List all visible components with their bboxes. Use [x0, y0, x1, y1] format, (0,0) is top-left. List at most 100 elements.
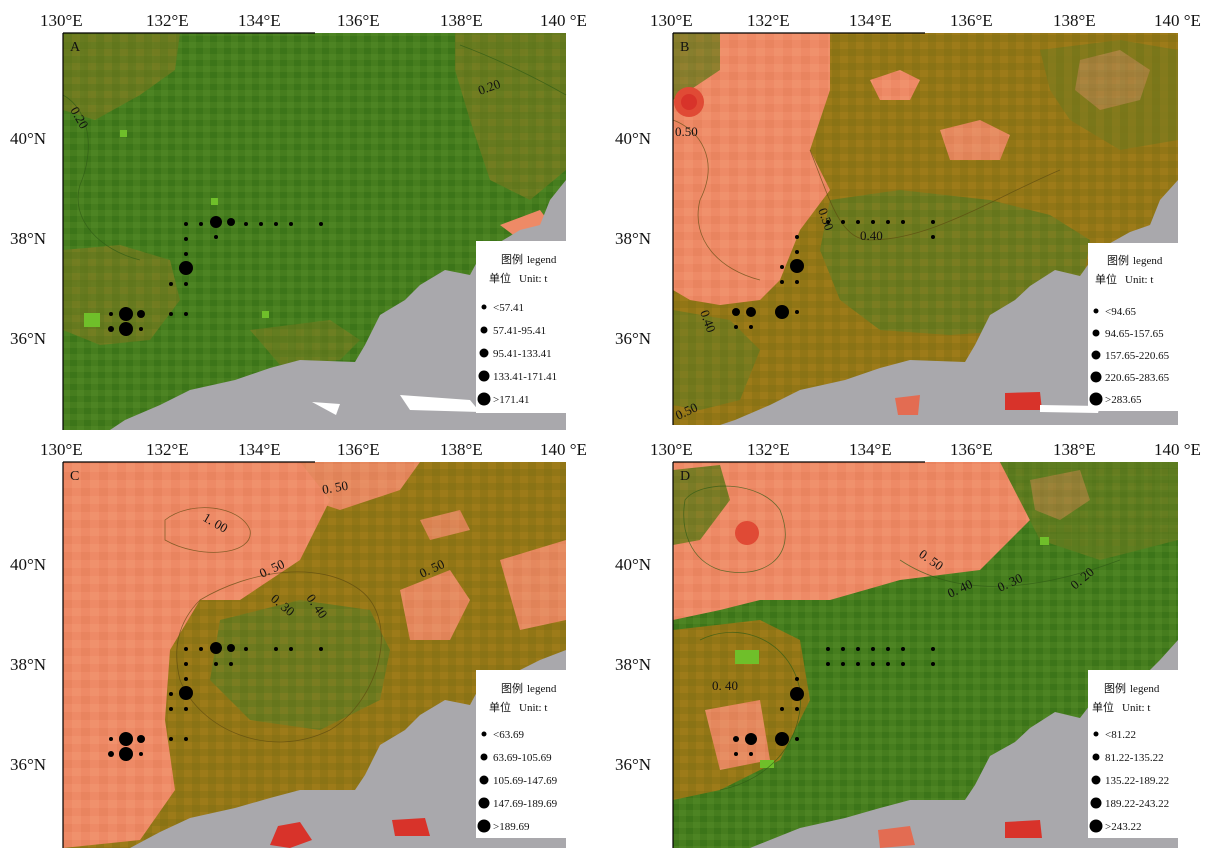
station-marker: [289, 222, 293, 226]
station-marker: [734, 752, 738, 756]
station-marker: [184, 662, 188, 666]
station-marker: [775, 305, 789, 319]
station-marker: [184, 222, 188, 226]
station-marker: [841, 647, 845, 651]
station-marker: [259, 222, 263, 226]
lon-label: 134°E: [238, 11, 281, 30]
legend-unit-en: Unit: t: [519, 273, 547, 285]
map-a: [62, 33, 567, 430]
legend-c: 图例 legend 单位 Unit: t <63.69 63.69-105.69…: [476, 670, 566, 838]
legend-title-cn: 图例: [1107, 253, 1129, 267]
panel-b: B 0.50 0.50 0.40 0.40 0.50 130°E 132°E 1…: [615, 11, 1201, 425]
station-marker: [746, 307, 756, 317]
legend-class: 94.65-157.65: [1105, 328, 1164, 340]
lon-label: 138°E: [440, 11, 483, 30]
station-marker: [139, 752, 143, 756]
lon-label: 130°E: [650, 11, 693, 30]
station-marker: [901, 662, 905, 666]
station-marker: [139, 327, 143, 331]
station-marker: [289, 647, 293, 651]
sampling-stations-d: [733, 647, 935, 756]
station-marker: [119, 322, 133, 336]
lon-label: 130°E: [40, 11, 83, 30]
lat-label: 36°N: [10, 755, 46, 774]
station-marker: [775, 732, 789, 746]
lon-label: 136°E: [337, 11, 380, 30]
station-marker: [184, 252, 188, 256]
lon-label: 140 °E: [1154, 440, 1201, 459]
legend-unit-cn: 单位: [489, 700, 511, 714]
station-marker: [137, 735, 145, 743]
station-marker: [214, 235, 218, 239]
sampling-stations-c: [108, 642, 323, 761]
station-marker: [780, 265, 784, 269]
station-marker: [169, 312, 173, 316]
station-marker: [931, 220, 935, 224]
lon-label: 140 °E: [540, 440, 587, 459]
lat-label: 36°N: [10, 329, 46, 348]
legend-class: >189.69: [493, 821, 530, 833]
legend-b: 图例 legend 单位 Unit: t <94.65 94.65-157.65…: [1088, 243, 1178, 411]
legend-class: >283.65: [1105, 394, 1142, 406]
panel-label-a: A: [70, 40, 81, 55]
station-marker: [795, 737, 799, 741]
legend-class: 105.69-147.69: [493, 775, 558, 787]
legend-title-en: legend: [1133, 255, 1163, 267]
lon-label: 138°E: [440, 440, 483, 459]
sampling-stations-a: [108, 216, 323, 336]
station-marker: [734, 325, 738, 329]
station-marker: [229, 662, 233, 666]
station-marker: [871, 220, 875, 224]
lon-labels-d: 130°E 132°E 134°E 136°E 138°E 140 °E: [650, 440, 1201, 459]
legend-unit-en: Unit: t: [1125, 274, 1153, 286]
station-marker: [184, 707, 188, 711]
panel-label-c: C: [70, 469, 79, 484]
lat-label: 40°N: [615, 129, 651, 148]
legend-class: 81.22-135.22: [1105, 752, 1164, 764]
legend-class: <57.41: [493, 302, 524, 314]
station-marker: [780, 280, 784, 284]
map-d: [673, 462, 1178, 848]
lon-labels-b: 130°E 132°E 134°E 136°E 138°E 140 °E: [650, 11, 1201, 30]
station-marker: [795, 250, 799, 254]
legend-class: 95.41-133.41: [493, 348, 552, 360]
station-marker: [109, 737, 113, 741]
lon-label: 134°E: [849, 11, 892, 30]
station-marker: [169, 707, 173, 711]
station-marker: [732, 308, 740, 316]
legend-unit-cn: 单位: [1092, 700, 1114, 714]
station-marker: [119, 732, 133, 746]
lat-label: 38°N: [615, 229, 651, 248]
station-marker: [795, 280, 799, 284]
station-marker: [795, 707, 799, 711]
contour-label: 0.40: [697, 308, 719, 335]
legend-class: >243.22: [1105, 821, 1141, 833]
station-marker: [931, 662, 935, 666]
lat-labels-d: 40°N 38°N 36°N: [615, 555, 651, 774]
station-marker: [214, 662, 218, 666]
station-marker: [856, 220, 860, 224]
station-marker: [199, 222, 203, 226]
contour-label: 0.40: [860, 228, 883, 243]
station-marker: [169, 282, 173, 286]
contour-label: 0.50: [675, 124, 698, 139]
station-marker: [227, 218, 235, 226]
legend-class: 63.69-105.69: [493, 752, 552, 764]
station-marker: [886, 647, 890, 651]
lon-label: 136°E: [950, 440, 993, 459]
lon-label: 140 °E: [1154, 11, 1201, 30]
station-marker: [790, 259, 804, 273]
station-marker: [795, 235, 799, 239]
panel-a: A 0.20 0.20 130°E 132°E 134°E 136°E 138°…: [10, 11, 587, 430]
lon-label: 134°E: [238, 440, 281, 459]
station-marker: [871, 647, 875, 651]
station-marker: [179, 686, 193, 700]
station-marker: [795, 677, 799, 681]
station-marker: [733, 736, 739, 742]
station-marker: [227, 644, 235, 652]
lon-label: 130°E: [40, 440, 83, 459]
panel-d: D 0. 50 0. 40 0. 30 0. 20 0. 40 130°E 13…: [615, 440, 1201, 848]
station-marker: [795, 310, 799, 314]
sampling-stations-b: [732, 220, 935, 329]
